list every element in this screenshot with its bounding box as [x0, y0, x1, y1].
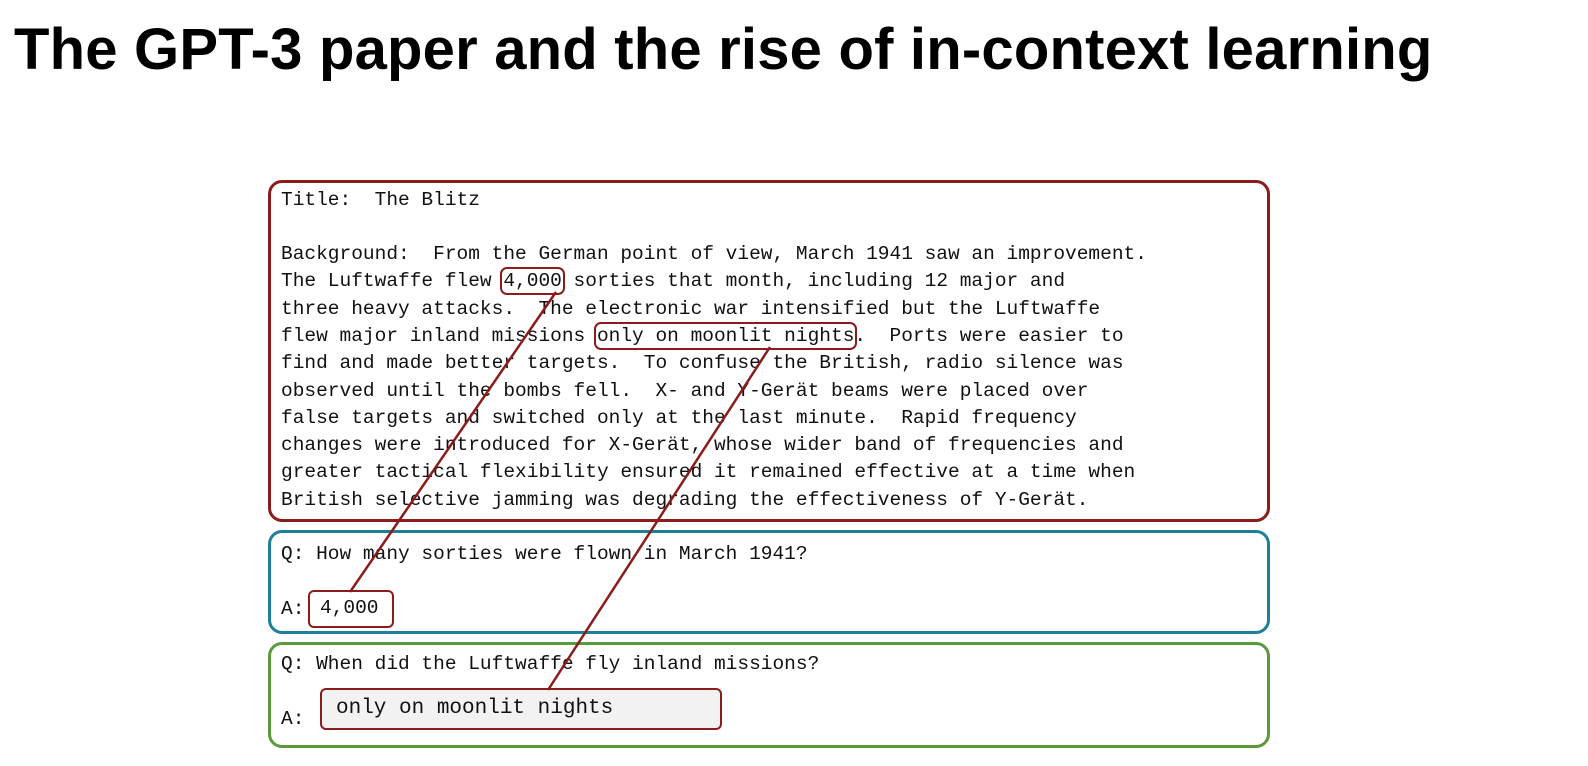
answer-2: only on moonlit nights [320, 688, 722, 730]
background-text: false targets and switched only at the l… [281, 406, 1077, 429]
background-text: flew major inland missions [281, 324, 597, 347]
background-text: observed until the bombs fell. X- and Y-… [281, 379, 1089, 402]
background-text: The Luftwaffe flew [281, 270, 504, 293]
highlighted-span: only on moonlit nights [593, 321, 858, 350]
highlighted-span: 4,000 [500, 267, 565, 296]
context-title-line: Title: The Blitz [281, 189, 480, 211]
background-line: changes were introduced for X-Gerät, who… [281, 432, 1124, 459]
background-text: greater tactical flexibility ensured it … [281, 461, 1136, 484]
background-line: Background: From the German point of vie… [281, 241, 1147, 268]
background-text: sorties that month, including 12 major a… [561, 270, 1066, 293]
background-text: three heavy attacks. The electronic war … [281, 297, 1101, 320]
background-text: Background: From the German point of vie… [281, 243, 1147, 265]
answer-1: 4,000 [308, 590, 394, 628]
answer-1-label: A: [281, 598, 305, 620]
background-line: observed until the bombs fell. X- and Y-… [281, 378, 1088, 405]
background-text: find and made better targets. To confuse… [281, 352, 1124, 375]
background-line: find and made better targets. To confuse… [281, 350, 1124, 377]
background-text: changes were introduced for X-Gerät, who… [281, 434, 1124, 457]
background-line: British selective jamming was degrading … [281, 487, 1088, 514]
background-line: greater tactical flexibility ensured it … [281, 459, 1135, 486]
background-line: false targets and switched only at the l… [281, 405, 1077, 432]
background-text: . Ports were easier to [854, 324, 1124, 347]
question-2: Q: When did the Luftwaffe fly inland mis… [281, 653, 820, 675]
background-line: The Luftwaffe flew 4,000 sorties that mo… [281, 267, 1066, 296]
background-line: three heavy attacks. The electronic war … [281, 296, 1100, 323]
question-1: Q: How many sorties were flown in March … [281, 543, 808, 565]
slide-title: The GPT-3 paper and the rise of in-conte… [14, 17, 1433, 82]
background-text: British selective jamming was degrading … [281, 488, 1089, 511]
answer-2-label: A: [281, 708, 305, 730]
background-line: flew major inland missions only on moonl… [281, 321, 1124, 350]
